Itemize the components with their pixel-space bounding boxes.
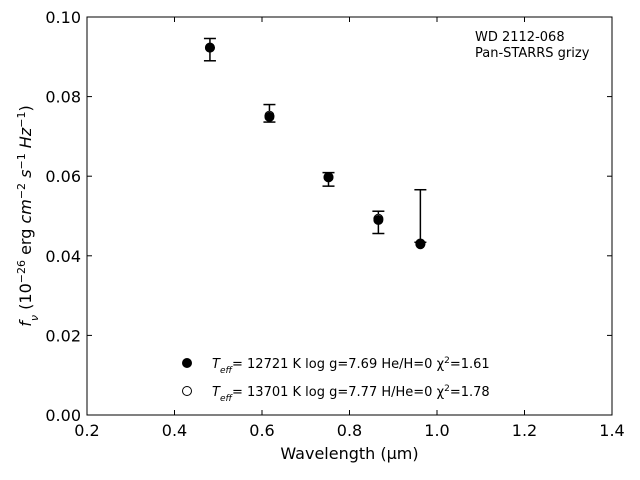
y-axis-label: fν (10−26 erg cm−2 s−1 Hz−1) bbox=[15, 105, 41, 326]
model-point-filled bbox=[415, 239, 426, 250]
model-point-filled bbox=[373, 214, 384, 225]
legend-entry-label: Teff= 12721 K log g=7.69 He/H=0 χ2=1.61 bbox=[212, 356, 490, 376]
y-tick-label: 0.00 bbox=[45, 406, 81, 425]
annotation-object-name: WD 2112-068 bbox=[475, 30, 565, 45]
y-axis-ticks: 0.00 0.02 0.04 0.06 0.08 0.10 bbox=[45, 8, 612, 425]
y-tick-label: 0.10 bbox=[45, 8, 81, 27]
data-points bbox=[204, 42, 426, 250]
annotation-survey-name: Pan-STARRS grizy bbox=[475, 46, 590, 61]
model-point-filled bbox=[264, 111, 275, 122]
legend-marker-filled bbox=[182, 358, 192, 368]
y-tick-label: 0.08 bbox=[45, 88, 81, 107]
x-tick-label: 0.6 bbox=[249, 421, 274, 440]
legend-marker-open bbox=[182, 386, 192, 396]
y-tick-label: 0.04 bbox=[45, 247, 81, 266]
x-tick-label: 0.8 bbox=[337, 421, 362, 440]
model-point-filled bbox=[323, 171, 334, 182]
model-point-filled bbox=[204, 42, 215, 53]
x-tick-label: 1.4 bbox=[599, 421, 624, 440]
x-axis-ticks: 0.2 0.4 0.6 0.8 1.0 1.2 1.4 bbox=[74, 17, 625, 440]
x-tick-label: 1.2 bbox=[512, 421, 537, 440]
legend-entry-label: Teff= 13701 K log g=7.77 H/He=0 χ2=1.78 bbox=[212, 384, 490, 404]
y-tick-label: 0.06 bbox=[45, 167, 81, 186]
x-tick-label: 0.4 bbox=[162, 421, 187, 440]
x-axis-label: Wavelength (μm) bbox=[280, 444, 418, 463]
x-tick-label: 0.2 bbox=[74, 421, 99, 440]
y-tick-label: 0.02 bbox=[45, 326, 81, 345]
legend: Teff= 12721 K log g=7.69 He/H=0 χ2=1.61 T… bbox=[182, 356, 490, 404]
x-tick-label: 1.0 bbox=[424, 421, 449, 440]
